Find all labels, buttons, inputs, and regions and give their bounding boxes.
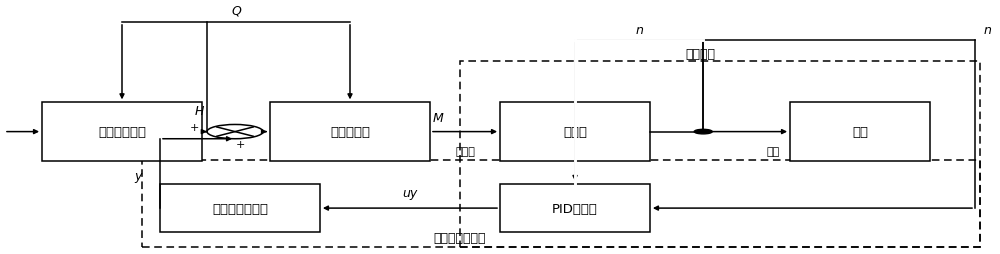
Text: PID控制器: PID控制器: [552, 202, 598, 215]
Bar: [42, 103, 202, 161]
Text: y: y: [134, 170, 142, 183]
Text: n: n: [983, 24, 991, 36]
Bar: [500, 184, 650, 232]
Text: 机械能: 机械能: [455, 146, 475, 156]
Text: 电能: 电能: [767, 146, 780, 156]
Text: 有压引水系统: 有压引水系统: [98, 126, 146, 138]
Bar: [270, 103, 430, 161]
Text: n: n: [635, 24, 643, 36]
Text: +: +: [235, 140, 245, 150]
Circle shape: [694, 130, 712, 134]
Text: +: +: [189, 122, 199, 133]
Text: 水泵水轮机: 水泵水轮机: [330, 126, 370, 138]
Text: uy: uy: [402, 187, 418, 199]
Bar: [460, 61, 980, 247]
Text: 负载: 负载: [852, 126, 868, 138]
Text: 发电机: 发电机: [563, 126, 587, 138]
Text: 能源系统: 能源系统: [685, 48, 715, 61]
Circle shape: [207, 125, 263, 139]
Bar: [500, 103, 650, 161]
Text: Q: Q: [231, 4, 241, 17]
Bar: [790, 103, 930, 161]
Bar: [142, 161, 980, 247]
Text: 水泵水轮调速器: 水泵水轮调速器: [434, 231, 486, 244]
Text: 调速器伺服机构: 调速器伺服机构: [212, 202, 268, 215]
Text: M: M: [433, 112, 443, 124]
Bar: [160, 184, 320, 232]
Text: H: H: [194, 105, 204, 117]
